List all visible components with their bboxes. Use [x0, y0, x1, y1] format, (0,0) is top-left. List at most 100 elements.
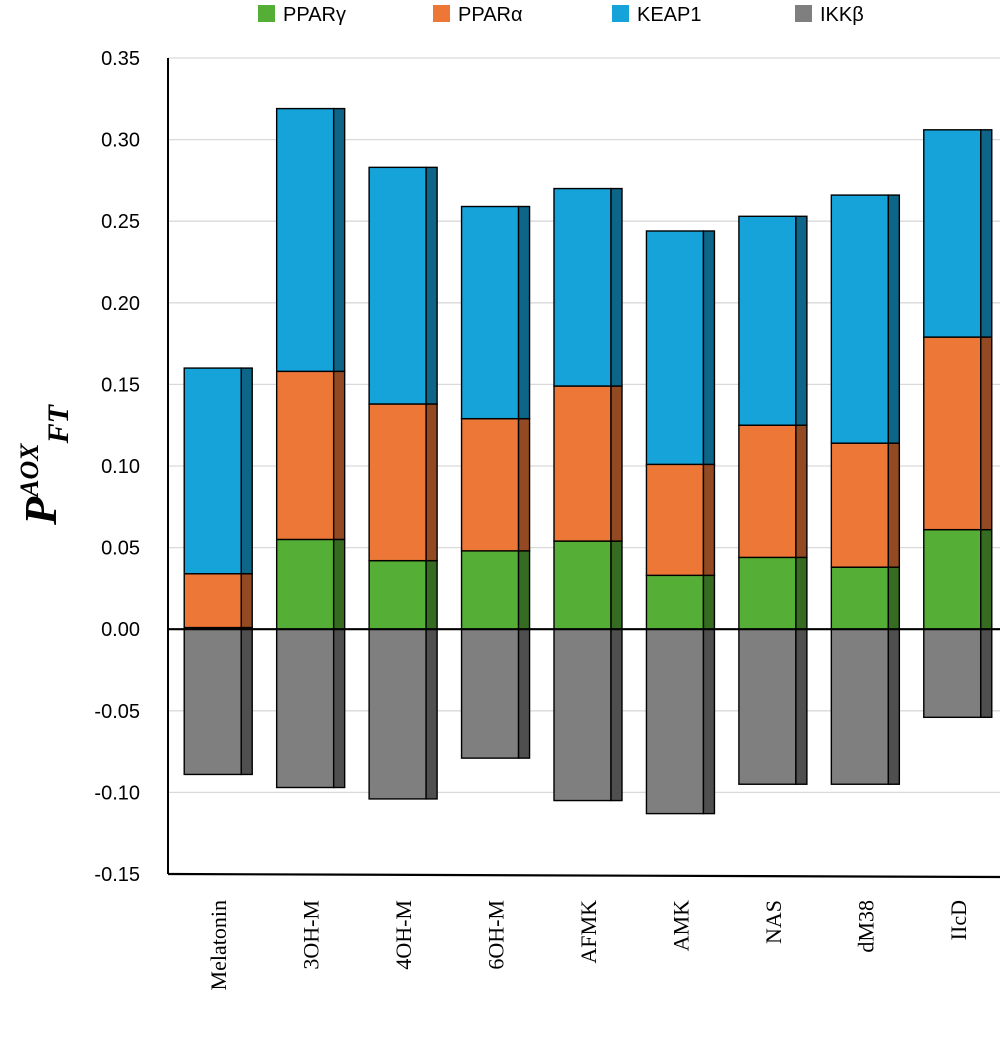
bar-segment-side [702, 628, 716, 815]
bar-segment [923, 129, 982, 338]
y-axis-label-base: P [15, 496, 66, 526]
bar-segment [368, 403, 427, 562]
y-tick-label: 0.25 [101, 211, 140, 233]
bar-segment-side [425, 559, 438, 630]
bar-segment [183, 367, 242, 575]
bar-segment [460, 628, 520, 759]
bar-segment [368, 628, 427, 800]
bar-segment [738, 215, 797, 426]
y-axis-ticks: 0.35 0.30 0.25 0.20 0.15 0.10 0.05 0.00 -0.05 -0.… [94, 48, 140, 886]
bar-segment-side [887, 566, 901, 630]
x-category-label: AFMK [576, 900, 601, 964]
bar-segment-side [795, 628, 808, 785]
bar-segment-side [425, 628, 438, 800]
legend-label: KEAP1 [637, 4, 701, 26]
bar-segment [830, 628, 890, 785]
y-tick-label: -0.05 [94, 701, 140, 723]
bar-segment-side [610, 540, 623, 630]
y-axis-label: PAOXFT [15, 403, 75, 526]
bar-segment [183, 573, 242, 629]
legend-swatch [795, 5, 812, 22]
legend-swatch [258, 5, 275, 22]
y-tick-label: -0.15 [94, 864, 140, 886]
bar-segment-side [795, 215, 808, 426]
bar-segment [830, 194, 890, 444]
bar-segment [645, 628, 705, 815]
bar-segment [738, 424, 797, 559]
bar-segment [275, 107, 335, 373]
y-tick-label: 0.00 [101, 619, 140, 641]
bar-segment [553, 187, 612, 387]
bar-segment [460, 417, 520, 552]
axes [167, 58, 1001, 879]
bar-segment-side [980, 628, 993, 719]
bar-segment [738, 628, 797, 785]
bar-segment [738, 556, 797, 630]
bar-segment-side [332, 107, 346, 373]
bar-segment [923, 336, 982, 531]
bar-segment-side [610, 187, 623, 387]
bar-segment-side [517, 628, 531, 759]
y-tick-label: 0.30 [101, 130, 140, 152]
bar-segment [645, 574, 705, 630]
legend-label: IKKβ [820, 4, 864, 26]
bar-segment-side [332, 538, 346, 630]
x-axis-categories: Melatonin 3OH-M 4OH-M 6OH-M AFMK AMK NAS dM38 II… [206, 900, 971, 991]
bar-segment-side [887, 628, 901, 785]
bar-segment-side [240, 628, 253, 776]
x-category-label: IIcD [946, 900, 971, 940]
bar-segment-side [517, 550, 531, 630]
y-tick-label: 0.05 [101, 538, 140, 560]
bar-segment [645, 230, 705, 466]
bar-segment [460, 205, 520, 420]
bars [183, 107, 993, 815]
x-category-label: 6OH-M [484, 900, 509, 970]
x-category-label: NAS [761, 900, 786, 944]
bar-segment [553, 540, 612, 630]
bar-segment [183, 628, 242, 776]
legend-swatch [612, 5, 629, 22]
bar-segment-side [980, 336, 993, 531]
bar-segment-side [425, 403, 438, 562]
bar-segment-side [425, 166, 438, 405]
bar-segment [553, 385, 612, 542]
x-axis-line [167, 872, 1001, 879]
y-axis-label-subscript: FT [42, 403, 75, 444]
bar-segment-side [980, 129, 993, 338]
bar-segment-side [795, 424, 808, 559]
bar-segment-side [702, 463, 716, 577]
bar-segment-side [887, 194, 901, 444]
x-category-label: AMK [668, 900, 693, 951]
bar-segment-side [240, 573, 253, 629]
bar-segment-side [702, 230, 716, 466]
bar-segment-side [332, 628, 346, 789]
bar-segment [368, 166, 427, 405]
bar-segment [645, 463, 705, 577]
bar-segment-side [517, 205, 531, 420]
bar-segment-side [610, 385, 623, 542]
legend-label: PPARγ [283, 4, 346, 26]
bar-segment-side [887, 442, 901, 568]
bar-segment [275, 370, 335, 541]
y-tick-label: 0.20 [101, 293, 140, 315]
bar-segment [830, 566, 890, 630]
bar-segment-side [702, 574, 716, 630]
legend-swatch [433, 5, 450, 22]
bar-segment [553, 628, 612, 802]
x-category-label: 4OH-M [391, 900, 416, 970]
x-category-label: 3OH-M [299, 900, 324, 970]
bar-segment-side [240, 367, 253, 575]
bar-segment-side [332, 370, 346, 541]
y-tick-label: 0.10 [101, 456, 140, 478]
bar-segment [830, 442, 890, 568]
bar-segment-side [980, 528, 993, 630]
x-category-label: Melatonin [206, 900, 231, 990]
y-tick-label: 0.35 [101, 48, 140, 70]
bar-segment [923, 528, 982, 630]
bar-segment-side [610, 628, 623, 802]
y-tick-label: 0.15 [101, 374, 140, 396]
bar-segment [275, 538, 335, 630]
y-axis-label-superscript: AOX [15, 443, 44, 499]
bar-segment [275, 628, 335, 789]
